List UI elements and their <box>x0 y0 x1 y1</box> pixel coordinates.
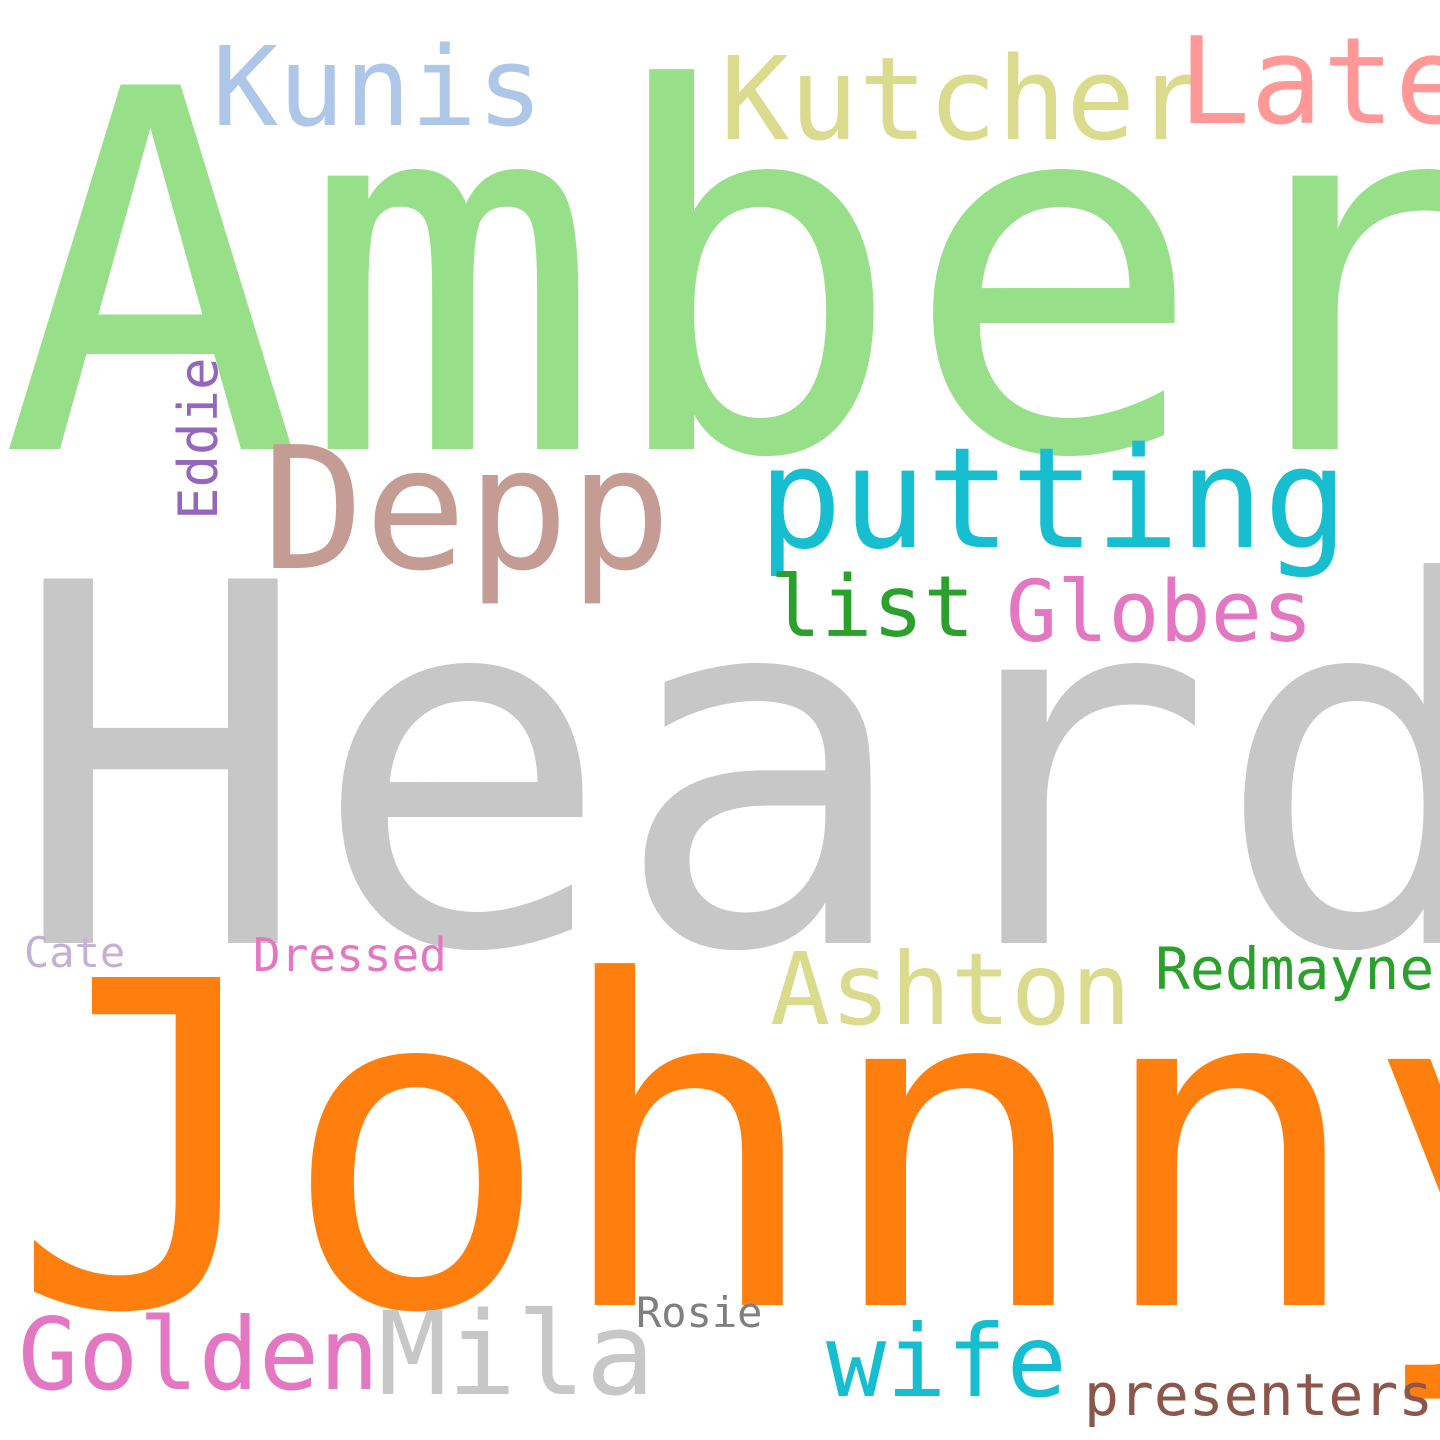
word-kunis: Kunis <box>212 23 544 151</box>
word-dressed: Dressed <box>253 928 447 982</box>
word-eddie: Eddie <box>167 357 230 520</box>
word-rosie: Rosie <box>636 1288 763 1337</box>
word-redmayne: Redmayne <box>1155 935 1435 1003</box>
word-mila: Mila <box>378 1288 655 1422</box>
word-heard: Heard <box>10 479 1440 1061</box>
word-wife: wife <box>826 1303 1067 1420</box>
word-depp: Depp <box>262 411 672 609</box>
word-ashton: Ashton <box>770 931 1132 1048</box>
word-johnny: Johnny <box>10 888 1440 1412</box>
word-globes: Globes <box>1006 563 1314 662</box>
word-late: Late <box>1178 13 1440 152</box>
word-amber: Amber <box>0 0 1440 567</box>
word-kutcher: Kutcher <box>720 33 1205 167</box>
word-presenters: presenters <box>1084 1361 1434 1429</box>
word-list: list <box>770 558 975 657</box>
word-cate: Cate <box>24 928 126 977</box>
word-golden: Golden <box>18 1296 380 1413</box>
word-putting: putting <box>758 418 1349 581</box>
